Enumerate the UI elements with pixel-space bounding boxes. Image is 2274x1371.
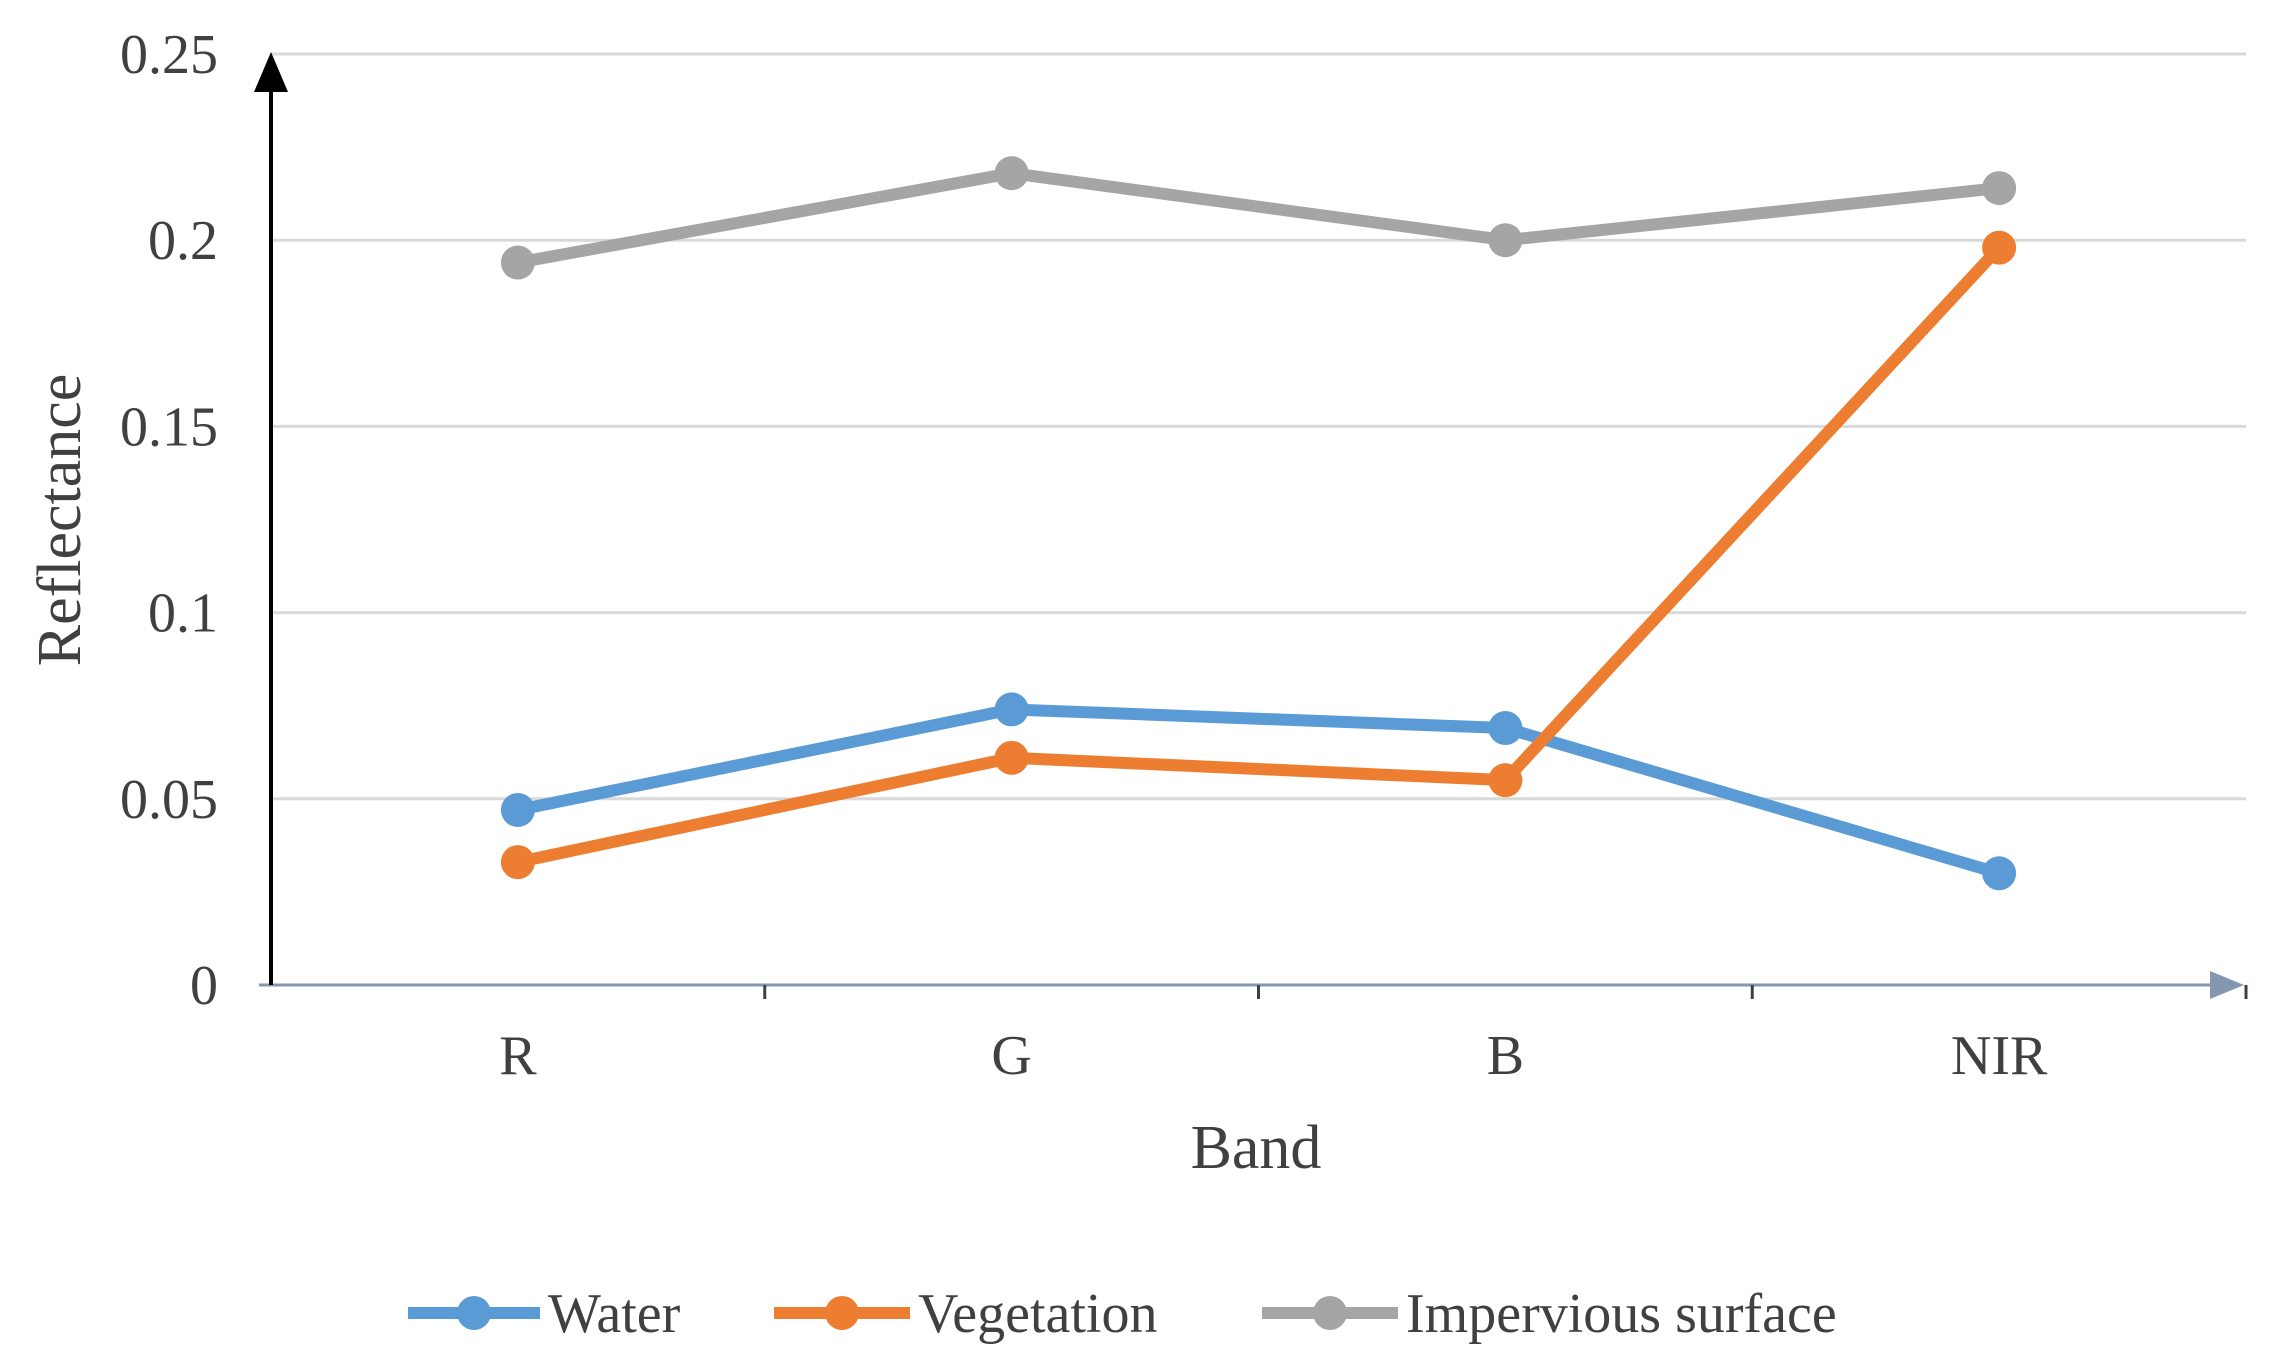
legend-label: Vegetation <box>918 1283 1157 1345</box>
legend-swatch-marker <box>825 1296 859 1330</box>
y-tick-label: 0.2 <box>148 210 218 272</box>
series-line-vegetation <box>511 241 2006 869</box>
gridlines <box>271 52 2246 801</box>
series-line-impervious-surface <box>511 167 2006 269</box>
y-tick-label: 0.05 <box>120 769 218 831</box>
y-tick-label: 0.15 <box>120 396 218 458</box>
data-point-water <box>500 792 535 827</box>
legend-swatch-marker <box>457 1296 491 1330</box>
x-tick-label: R <box>499 1025 537 1087</box>
data-point-impervious-surface <box>1488 223 1523 258</box>
data-point-water <box>1488 711 1523 746</box>
data-point-impervious-surface <box>994 156 1029 191</box>
y-tick-label: 0 <box>190 955 218 1017</box>
x-axis-title: Band <box>1191 1114 1322 1182</box>
series-lines <box>500 156 2017 891</box>
legend-label: Impervious surface <box>1406 1283 1837 1345</box>
legend-swatch-marker <box>1313 1296 1347 1330</box>
legend-item-impervious-surface: Impervious surface <box>1262 1283 1837 1345</box>
x-tick-label: B <box>1487 1025 1524 1087</box>
data-point-vegetation <box>1982 230 2017 265</box>
legend-item-water: Water <box>408 1283 681 1345</box>
legend: Water Vegetation Impervious surface <box>408 1283 1837 1345</box>
y-tick-label: 0.25 <box>120 24 218 86</box>
y-axis-title: Reflectance <box>26 374 94 667</box>
axis-titles: Band Reflectance <box>26 374 1321 1182</box>
data-point-water <box>1982 856 2017 891</box>
tick-labels: 0 0.05 0.1 0.15 0.2 0.25 R G B NIR <box>120 24 2048 1087</box>
data-point-impervious-surface <box>500 245 535 280</box>
data-point-vegetation <box>994 740 1029 775</box>
data-point-vegetation <box>1488 763 1523 798</box>
data-point-water <box>994 692 1029 727</box>
legend-item-vegetation: Vegetation <box>774 1283 1157 1345</box>
axes <box>254 52 2248 999</box>
y-axis-arrow <box>254 52 288 92</box>
data-point-vegetation <box>500 845 535 880</box>
x-tick-label: G <box>991 1025 1031 1087</box>
legend-label: Water <box>548 1283 681 1345</box>
y-tick-label: 0.1 <box>148 583 218 645</box>
data-point-impervious-surface <box>1982 171 2017 206</box>
x-axis-arrow <box>2210 971 2244 999</box>
series-line-water <box>511 703 2006 880</box>
x-tick-label: NIR <box>1951 1025 2048 1087</box>
